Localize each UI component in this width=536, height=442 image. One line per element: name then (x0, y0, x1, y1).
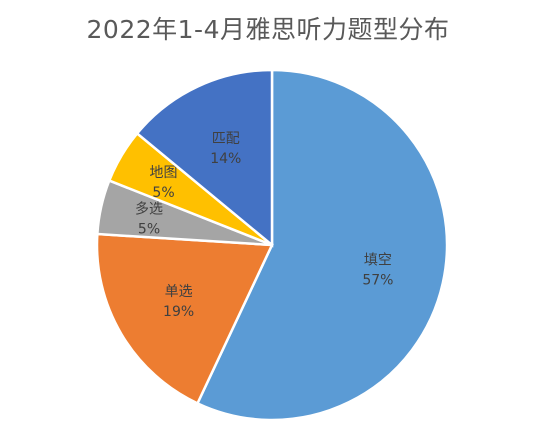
slice-value-label: 57% (362, 273, 393, 289)
slice-category-label: 单选 (165, 284, 193, 300)
slice-category-label: 填空 (364, 253, 392, 269)
slice-value-label: 19% (163, 304, 194, 320)
slice-value-label: 14% (210, 151, 241, 167)
pie-slice-1 (195, 68, 449, 422)
pie-slice-5 (135, 68, 274, 248)
slice-value-label: 5% (152, 185, 174, 201)
chart-title: 2022年1-4月雅思听力题型分布 (86, 15, 450, 44)
pie-slice-2 (95, 232, 274, 406)
slice-category-label: 多选 (135, 201, 163, 218)
slice-category-label: 地图 (150, 165, 178, 181)
slice-category-label: 匹配 (212, 131, 240, 147)
slice-value-label: 5% (138, 222, 160, 238)
